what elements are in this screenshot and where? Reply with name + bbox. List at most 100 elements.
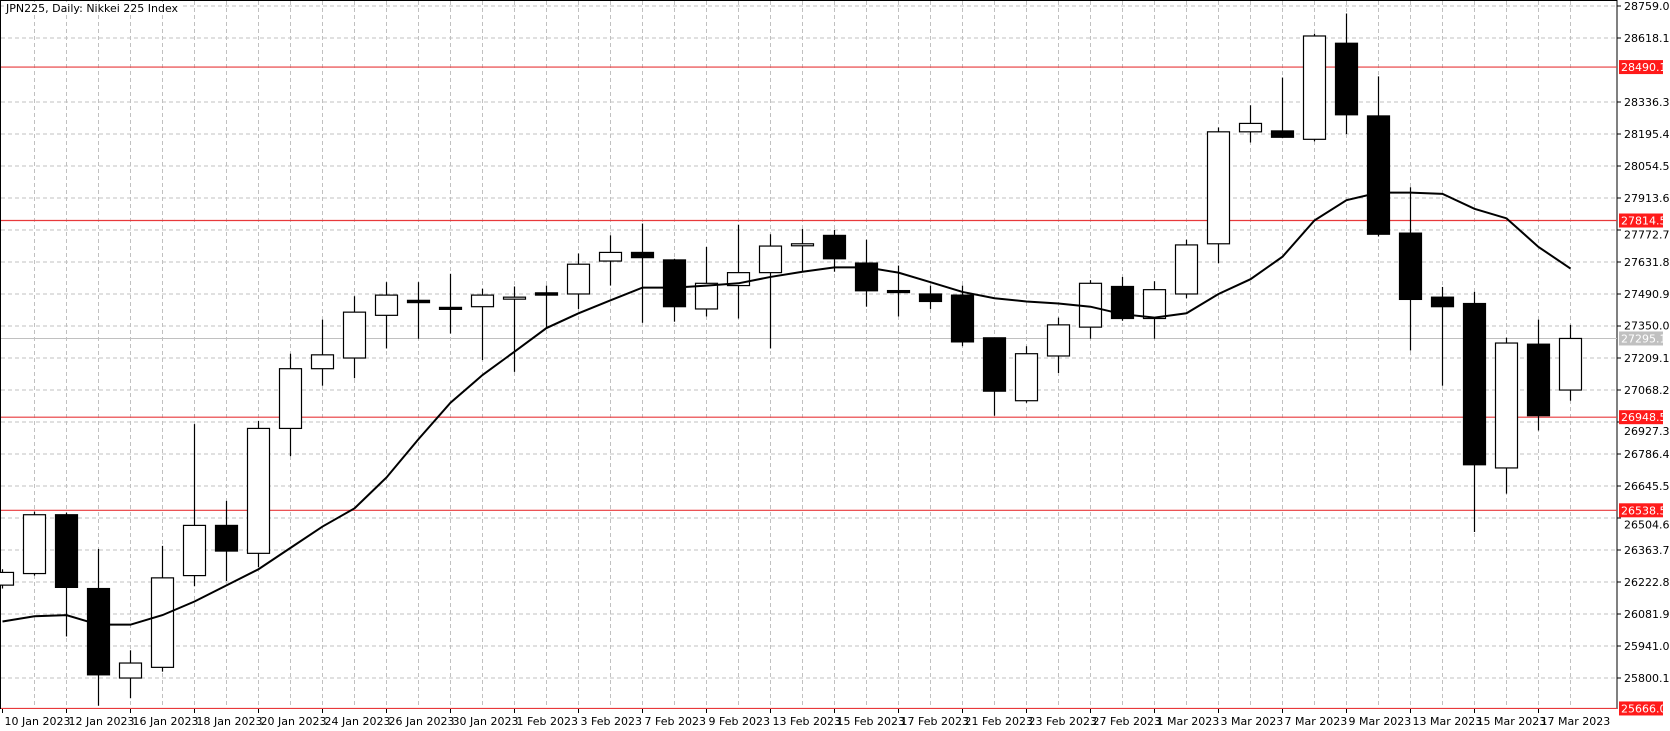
y-tick-label: 26363.7 [1624, 544, 1670, 557]
candle-bull[interactable] [310, 354, 335, 370]
x-tick-label: 9 Mar 2023 [1349, 715, 1412, 728]
candle-bull[interactable] [182, 524, 207, 577]
candle-bull[interactable] [470, 294, 495, 308]
level-price-label-bg [1619, 60, 1663, 75]
candle-bull[interactable] [1238, 122, 1263, 133]
x-tick-label: 30 Jan 2023 [453, 715, 519, 728]
candle-bull[interactable] [1014, 353, 1039, 402]
candle-bear[interactable] [918, 293, 943, 303]
candle-bull[interactable] [1494, 342, 1519, 469]
level-price-label-bg [1619, 701, 1663, 716]
x-tick-label: 15 Feb 2023 [837, 715, 905, 728]
candle-bull[interactable] [374, 294, 399, 316]
candle-bull[interactable] [1206, 131, 1231, 245]
y-tick-label: 28336.3 [1624, 96, 1670, 109]
candle-bear[interactable] [534, 292, 559, 296]
candle-bear[interactable] [630, 251, 655, 259]
candle-bull[interactable] [150, 577, 175, 668]
moving-average-line [2, 191, 1572, 626]
candle-bull[interactable] [278, 368, 303, 430]
candle-bear[interactable] [1366, 115, 1391, 235]
current-price-label-bg [1619, 331, 1663, 346]
candle-bear[interactable] [1526, 343, 1551, 417]
y-tick-label: 27490.9 [1624, 288, 1670, 301]
y-tick-label: 26222.8 [1624, 576, 1670, 589]
level-price-label-bg [1619, 410, 1663, 425]
x-tick-label: 13 Mar 2023 [1413, 715, 1483, 728]
x-tick-label: 23 Feb 2023 [1029, 715, 1097, 728]
x-tick-label: 3 Feb 2023 [581, 715, 642, 728]
x-tick-label: 17 Feb 2023 [901, 715, 969, 728]
candle-bear[interactable] [1334, 42, 1359, 116]
x-tick-label: 20 Jan 2023 [261, 715, 327, 728]
candle-bull[interactable] [246, 427, 271, 554]
candle-bull[interactable] [0, 571, 15, 586]
candle-bear[interactable] [1110, 285, 1135, 320]
y-tick-label: 26786.4 [1624, 448, 1670, 461]
x-tick-label: 18 Jan 2023 [197, 715, 263, 728]
candle-bear[interactable] [86, 587, 111, 676]
candle-bull[interactable] [1302, 35, 1327, 140]
x-tick-label: 9 Feb 2023 [709, 715, 770, 728]
level-price-label: 26948.5 [1621, 411, 1667, 424]
level-price-label-bg [1619, 213, 1663, 228]
x-tick-label: 26 Jan 2023 [389, 715, 455, 728]
candle-bull[interactable] [1046, 324, 1071, 357]
y-tick-label: 28618.1 [1624, 32, 1670, 45]
candle-bear[interactable] [438, 306, 463, 310]
candle-bear[interactable] [822, 234, 847, 260]
x-tick-label: 1 Feb 2023 [517, 715, 578, 728]
candle-bear[interactable] [662, 259, 687, 308]
y-tick-label: 27350.0 [1624, 319, 1670, 332]
plot-area [0, 0, 1618, 709]
candle-bull[interactable] [1174, 244, 1199, 295]
candle-bear[interactable] [406, 299, 431, 304]
candle-bull[interactable] [22, 514, 47, 575]
y-tick-label: 28759.0 [1624, 0, 1670, 13]
level-price-label: 25666.0 [1621, 702, 1667, 715]
candle-bull[interactable] [566, 263, 591, 295]
level-price-label-bg [1619, 503, 1663, 518]
candle-bear[interactable] [1270, 130, 1295, 138]
y-tick-label: 26081.9 [1624, 608, 1670, 621]
candle-bull[interactable] [502, 296, 527, 300]
y-tick-label: 26504.6 [1624, 518, 1670, 531]
x-tick-label: 15 Mar 2023 [1477, 715, 1547, 728]
candle-bear[interactable] [54, 514, 79, 589]
x-tick-label: 16 Jan 2023 [133, 715, 199, 728]
candle-bear[interactable] [886, 289, 911, 294]
x-tick-label: 3 Mar 2023 [1221, 715, 1284, 728]
candle-bull[interactable] [598, 251, 623, 262]
candle-bear[interactable] [1462, 302, 1487, 466]
x-tick-label: 13 Feb 2023 [773, 715, 841, 728]
y-tick-label: 28054.5 [1624, 160, 1670, 173]
y-tick-label: 25941.0 [1624, 640, 1670, 653]
y-tick-label: 26645.5 [1624, 480, 1670, 493]
candle-bear[interactable] [214, 524, 239, 552]
candle-bear[interactable] [950, 294, 975, 343]
candle-bull[interactable] [342, 311, 367, 359]
chart-title: JPN225, Daily: Nikkei 225 Index [4, 2, 181, 15]
y-tick-label: 28195.4 [1624, 128, 1670, 141]
candle-bear[interactable] [982, 337, 1007, 392]
x-tick-label: 7 Feb 2023 [645, 715, 706, 728]
candle-bull[interactable] [758, 245, 783, 274]
x-tick-label: 10 Jan 2023 [5, 715, 71, 728]
x-tick-label: 21 Feb 2023 [965, 715, 1033, 728]
y-tick-label: 27772.7 [1624, 229, 1670, 242]
y-tick-label: 27631.8 [1624, 256, 1670, 269]
candle-bear[interactable] [1430, 296, 1455, 308]
level-price-label: 28490.1 [1621, 61, 1667, 74]
level-price-label: 27814.5 [1621, 215, 1667, 228]
candle-bull[interactable] [790, 243, 815, 247]
y-tick-label: 25800.1 [1624, 672, 1670, 685]
candle-bull[interactable] [118, 662, 143, 679]
y-tick-label: 27913.6 [1624, 192, 1670, 205]
candle-bear[interactable] [854, 262, 879, 292]
candle-bull[interactable] [1558, 337, 1583, 391]
candle-bull[interactable] [1142, 289, 1167, 320]
candle-bull[interactable] [694, 282, 719, 310]
x-tick-label: 12 Jan 2023 [69, 715, 135, 728]
candle-bear[interactable] [1398, 232, 1423, 301]
